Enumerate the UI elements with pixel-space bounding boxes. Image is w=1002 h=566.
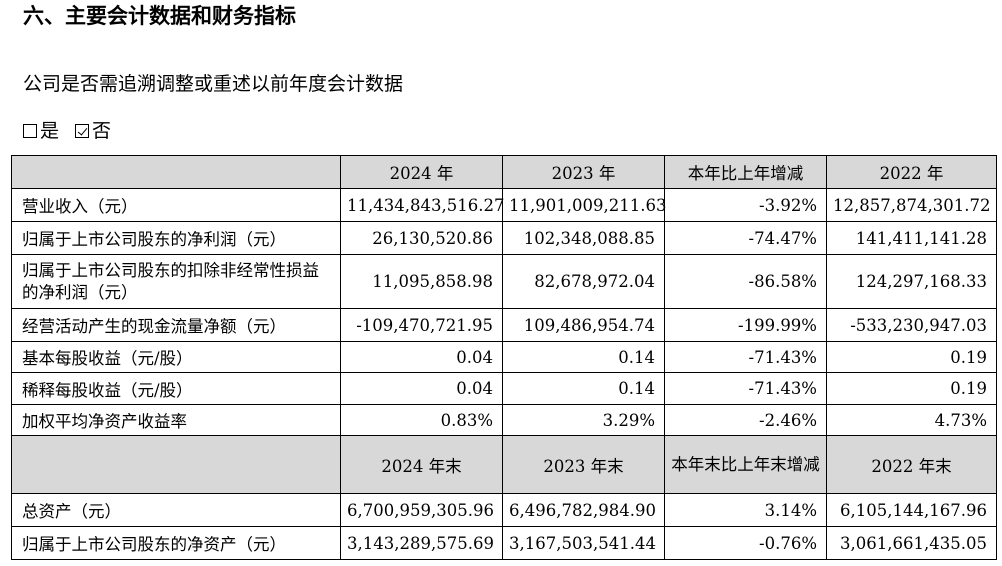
value-2023: 6,496,782,984.90 xyxy=(502,493,665,527)
table-row: 归属于上市公司股东的净资产（元） 3,143,289,575.69 3,167,… xyxy=(11,526,997,560)
value-2023: 3,167,503,541.44 xyxy=(502,526,665,560)
value-change: -3.92% xyxy=(664,188,827,222)
header-cell-2024: 2024 年 xyxy=(340,155,503,189)
value-2023: 82,678,972.04 xyxy=(502,254,665,309)
row-label: 经营活动产生的现金流量净额（元） xyxy=(11,308,341,342)
table-header-row: 2024 年 2023 年 本年比上年增减 2022 年 xyxy=(11,155,997,189)
table-row: 归属于上市公司股东的净利润（元） 26,130,520.86 102,348,0… xyxy=(11,221,997,255)
value-change: 3.14% xyxy=(664,493,827,527)
option-yes-label: 是 xyxy=(40,120,60,142)
value-2023: 0.14 xyxy=(502,372,665,405)
option-yes[interactable]: 是 xyxy=(23,118,59,144)
value-2023: 109,486,954.74 xyxy=(502,308,665,342)
value-2024: 11,095,858.98 xyxy=(340,254,503,309)
header-cell-change: 本年比上年增减 xyxy=(664,155,827,189)
value-2022: 12,857,874,301.72 xyxy=(826,188,997,222)
value-change: -199.99% xyxy=(664,308,827,342)
subheader-cell-empty xyxy=(11,435,341,494)
value-2024: 26,130,520.86 xyxy=(340,221,503,255)
row-label: 归属于上市公司股东的净资产（元） xyxy=(11,526,341,560)
row-label: 归属于上市公司股东的净利润（元） xyxy=(11,221,341,255)
value-2024: 3,143,289,575.69 xyxy=(340,526,503,560)
subheader-cell-change: 本年末比上年末增减 xyxy=(664,435,827,494)
restatement-options: 是 否 xyxy=(23,118,127,144)
table-row: 总资产（元） 6,700,959,305.96 6,496,782,984.90… xyxy=(11,493,997,527)
value-2024: 6,700,959,305.96 xyxy=(340,493,503,527)
value-2022: 141,411,141.28 xyxy=(826,221,997,255)
row-label: 总资产（元） xyxy=(11,493,341,527)
section-title: 六、主要会计数据和财务指标 xyxy=(23,4,296,28)
value-2022: 6,105,144,167.96 xyxy=(826,493,997,527)
row-label: 稀释每股收益（元/股） xyxy=(11,372,341,405)
value-2023: 0.14 xyxy=(502,341,665,373)
subheader-cell-2023-end: 2023 年末 xyxy=(502,435,665,494)
checkbox-checked-icon[interactable] xyxy=(75,124,90,138)
value-change: -71.43% xyxy=(664,372,827,405)
table-row: 经营活动产生的现金流量净额（元） -109,470,721.95 109,486… xyxy=(11,308,997,342)
row-label: 归属于上市公司股东的扣除非经常性损益的净利润（元） xyxy=(11,254,341,309)
value-change: -0.76% xyxy=(664,526,827,560)
restatement-question: 公司是否需追溯调整或重述以前年度会计数据 xyxy=(23,73,404,95)
header-cell-2023: 2023 年 xyxy=(502,155,665,189)
value-2022: 0.19 xyxy=(826,372,997,405)
table-row: 基本每股收益（元/股） 0.04 0.14 -71.43% 0.19 xyxy=(11,341,997,373)
table-row: 稀释每股收益（元/股） 0.04 0.14 -71.43% 0.19 xyxy=(11,372,997,405)
value-2023: 3.29% xyxy=(502,404,665,436)
header-cell-empty xyxy=(11,155,341,189)
value-2024: 0.83% xyxy=(340,404,503,436)
table-row: 加权平均净资产收益率 0.83% 3.29% -2.46% 4.73% xyxy=(11,404,997,436)
value-change: -2.46% xyxy=(664,404,827,436)
row-label: 加权平均净资产收益率 xyxy=(11,404,341,436)
value-2022: 0.19 xyxy=(826,341,997,373)
financial-indicators-table: 2024 年 2023 年 本年比上年增减 2022 年 营业收入（元） 11,… xyxy=(11,155,997,560)
value-2024: 0.04 xyxy=(340,341,503,373)
row-label: 基本每股收益（元/股） xyxy=(11,341,341,373)
subheader-cell-2024-end: 2024 年末 xyxy=(340,435,503,494)
option-no[interactable]: 否 xyxy=(75,118,111,144)
header-cell-2022: 2022 年 xyxy=(826,155,997,189)
value-2024: 0.04 xyxy=(340,372,503,405)
value-2023: 11,901,009,211.63 xyxy=(502,188,666,222)
table-row: 营业收入（元） 11,434,843,516.27 11,901,009,211… xyxy=(11,188,997,222)
value-2022: 3,061,661,435.05 xyxy=(826,526,997,560)
value-change: -74.47% xyxy=(664,221,827,255)
value-2022: 4.73% xyxy=(826,404,997,436)
value-2022: -533,230,947.03 xyxy=(826,308,997,342)
table-row: 归属于上市公司股东的扣除非经常性损益的净利润（元） 11,095,858.98 … xyxy=(11,254,997,309)
value-2023: 102,348,088.85 xyxy=(502,221,665,255)
table-subheader-row: 2024 年末 2023 年末 本年末比上年末增减 2022 年末 xyxy=(11,435,997,494)
option-no-label: 否 xyxy=(92,120,112,142)
value-change: -86.58% xyxy=(664,254,827,309)
value-2024: 11,434,843,516.27 xyxy=(340,188,504,222)
value-2022: 124,297,168.33 xyxy=(826,254,997,309)
value-2024: -109,470,721.95 xyxy=(340,308,503,342)
subheader-cell-2022-end: 2022 年末 xyxy=(826,435,997,494)
row-label: 营业收入（元） xyxy=(11,188,341,222)
checkbox-unchecked-icon[interactable] xyxy=(23,124,37,138)
value-change: -71.43% xyxy=(664,341,827,373)
